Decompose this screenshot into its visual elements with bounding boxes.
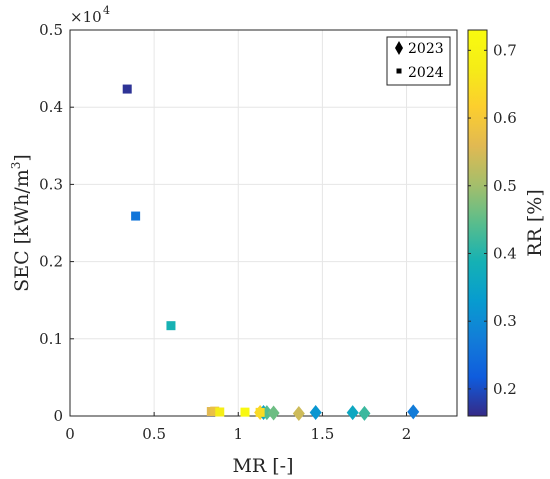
x-tick-label: 2 (402, 425, 412, 443)
colorbar-tick-label: 0.7 (493, 41, 517, 59)
y-tick-label: 0.5 (39, 21, 63, 39)
data-point-2023 (358, 405, 371, 421)
x-tick-label: 1 (233, 425, 243, 443)
legend-label-2024: 2024 (408, 65, 444, 81)
data-points (122, 84, 420, 422)
axis-ticks: 0 0.5 1 1.5 2 0 0.1 0.2 0.3 0.4 0.5 (39, 21, 411, 443)
colorbar-tick-label: 0.4 (493, 244, 517, 262)
y-tick-label: 0.2 (39, 253, 63, 271)
colorbar-tick-label: 0.6 (493, 109, 517, 127)
data-point-2023 (407, 404, 420, 420)
data-point-2024 (131, 211, 141, 221)
y-tick-label: 0.3 (39, 175, 63, 193)
colorbar-tick-label: 0.5 (493, 177, 517, 195)
colorbar-tick-label: 0.2 (493, 380, 517, 398)
data-point-2023 (292, 406, 305, 422)
data-point-2024 (255, 407, 265, 417)
data-point-2024 (122, 84, 132, 94)
x-tick-label: 1.5 (310, 425, 334, 443)
y-axis-label-group: SEC [kWh/m3] (9, 154, 33, 292)
y-multiplier: ×10 4 (70, 4, 110, 26)
colorbar-label: RR [%] (524, 189, 546, 257)
y-multiplier-exponent: 4 (103, 4, 110, 17)
data-point-2023 (309, 405, 322, 421)
y-tick-label: 0.4 (39, 98, 63, 116)
y-axis-label: SEC [kWh/m (11, 169, 33, 292)
x-tick-label: 0 (65, 425, 75, 443)
data-point-2024 (210, 406, 220, 416)
data-point-2024 (215, 407, 225, 417)
x-tick-label: 0.5 (142, 425, 166, 443)
y-axis-label-end: ] (11, 154, 33, 161)
colorbar-ticks: 0.2 0.3 0.4 0.5 0.6 0.7 (468, 41, 517, 398)
y-tick-label: 0.1 (39, 330, 63, 348)
data-point-2024 (240, 407, 250, 417)
colorbar-tick-label: 0.3 (493, 312, 517, 330)
x-axis-label: MR [-] (232, 455, 293, 477)
svg-text:SEC [kWh/m3]: SEC [kWh/m3] (9, 154, 33, 292)
data-point-2023 (346, 405, 359, 421)
legend-diamond-icon (395, 41, 403, 55)
legend-square-icon (396, 68, 402, 74)
data-point-2023 (267, 405, 280, 421)
legend: 2023 2024 (386, 36, 451, 86)
y-axis-label-superscript: 3 (9, 162, 23, 170)
data-point-2024 (166, 321, 176, 331)
y-tick-label: 0 (53, 407, 63, 425)
colorbar (467, 29, 488, 417)
legend-label-2023: 2023 (408, 41, 444, 57)
y-multiplier-base: ×10 (70, 8, 102, 26)
grid (70, 30, 457, 416)
